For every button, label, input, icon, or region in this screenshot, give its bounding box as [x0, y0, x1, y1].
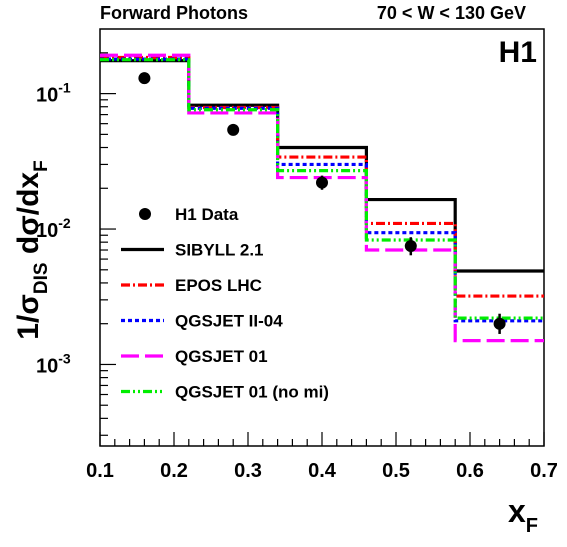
series-step-line	[100, 53, 544, 343]
x-tick-label: 0.7	[530, 460, 558, 482]
legend-label: SIBYLL 2.1	[175, 241, 264, 260]
legend-label: QGSJET II-04	[175, 312, 283, 331]
y-tick-label: 10-3	[36, 350, 71, 377]
data-point	[227, 123, 240, 136]
series-step-line	[100, 59, 544, 273]
x-axis-label: xF	[508, 493, 538, 537]
header-left: Forward Photons	[100, 3, 248, 23]
legend-label: QGSJET 01	[175, 347, 268, 366]
y-tick-label: 10-2	[36, 215, 71, 242]
experiment-label: H1	[499, 36, 537, 69]
legend-label: QGSJET 01 (no mi)	[175, 383, 329, 402]
data-point	[138, 72, 151, 85]
x-tick-label: 0.2	[160, 460, 188, 482]
legend-label: EPOS LHC	[175, 276, 262, 295]
data-point	[493, 317, 506, 330]
data-point	[404, 239, 417, 252]
y-tick-label: 10-1	[36, 80, 71, 107]
x-tick-label: 0.1	[86, 460, 114, 482]
axis-ticks: 0.1 0.2 0.3 0.4 0.5 0.6 0.7 10-1 10-2 10-3	[36, 52, 558, 482]
legend-marker-data	[139, 208, 151, 220]
x-tick-label: 0.4	[308, 460, 337, 482]
series-step-line	[100, 58, 544, 320]
legend-label: H1 Data	[175, 205, 239, 224]
data-points	[138, 72, 506, 334]
legend: H1 Data SIBYLL 2.1 EPOS LHC QGSJET II-04 QGS…	[121, 205, 329, 402]
header-right: 70 < W < 130 GeV	[377, 3, 526, 23]
x-tick-label: 0.6	[456, 460, 484, 482]
y-axis-label: 1/σDIS dσ/dxF	[12, 160, 52, 339]
data-point	[316, 176, 328, 189]
x-tick-label: 0.3	[234, 460, 262, 482]
model-series	[100, 53, 544, 343]
x-tick-label: 0.5	[382, 460, 410, 482]
series-step-line	[100, 57, 544, 323]
